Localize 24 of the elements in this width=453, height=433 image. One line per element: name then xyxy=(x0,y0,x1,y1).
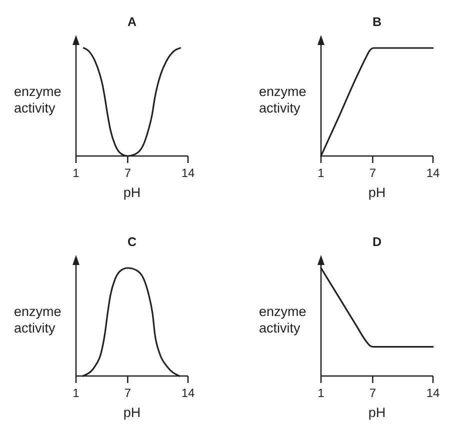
chart-title: C xyxy=(127,235,137,249)
x-tick-label: 7 xyxy=(124,386,132,400)
x-axis-title: pH xyxy=(123,185,141,200)
y-axis-title: enzyme activity xyxy=(259,84,306,116)
y-axis-title: enzyme activity xyxy=(259,304,306,336)
chart-title: B xyxy=(372,15,382,29)
x-tick-label: 7 xyxy=(124,166,132,180)
x-tick-label: 14 xyxy=(426,166,440,180)
x-tick-label: 1 xyxy=(72,166,80,180)
x-tick-label: 14 xyxy=(181,166,195,180)
x-tick-label: 1 xyxy=(72,386,80,400)
x-axis-title: pH xyxy=(368,405,386,420)
x-tick-label: 1 xyxy=(318,166,325,180)
x-axis-title: pH xyxy=(123,405,141,420)
x-tick-label: 7 xyxy=(369,166,376,180)
x-axis-title: pH xyxy=(368,185,386,200)
chart-title: D xyxy=(372,235,382,249)
x-tick-label: 14 xyxy=(181,386,195,400)
x-tick-label: 14 xyxy=(426,386,440,400)
y-axis-title: enzyme activity xyxy=(14,304,62,336)
chart-title: A xyxy=(127,15,137,29)
x-tick-label: 1 xyxy=(318,386,325,400)
y-axis-title: enzyme activity xyxy=(14,84,62,116)
x-tick-label: 7 xyxy=(369,386,376,400)
